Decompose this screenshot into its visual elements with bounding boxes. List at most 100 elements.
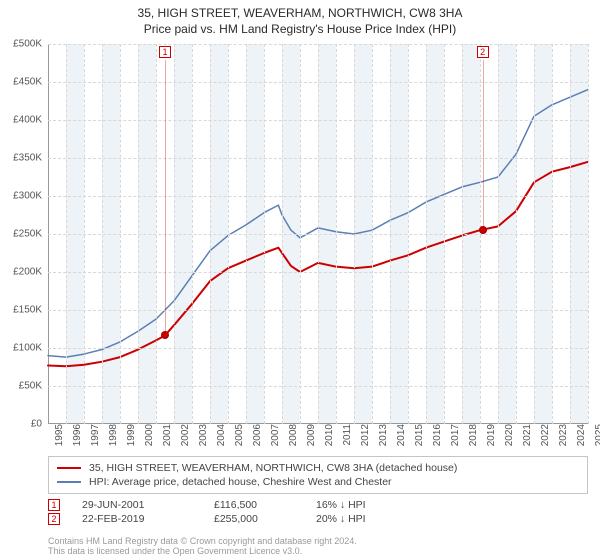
gridline-vertical: [408, 44, 409, 424]
x-tick-label: 2015: [410, 424, 425, 446]
y-tick-label: £150K: [13, 305, 48, 316]
gridline-vertical: [174, 44, 175, 424]
sale-row: 2 22-FEB-2019 £255,000 20% ↓ HPI: [48, 512, 588, 526]
gridline-vertical: [516, 44, 517, 424]
gridline-vertical: [102, 44, 103, 424]
gridline-vertical: [444, 44, 445, 424]
x-tick-label: 2013: [374, 424, 389, 446]
sale-row-price: £255,000: [214, 513, 294, 525]
sale-row-price: £116,500: [214, 499, 294, 511]
legend-row: HPI: Average price, detached house, Ches…: [57, 475, 579, 489]
x-tick-label: 2016: [428, 424, 443, 446]
x-tick-label: 2020: [500, 424, 515, 446]
y-tick-label: £500K: [13, 39, 48, 50]
legend-swatch: [57, 481, 81, 483]
x-tick-label: 2007: [266, 424, 281, 446]
sale-row-delta: 20% ↓ HPI: [316, 513, 406, 525]
gridline-vertical: [282, 44, 283, 424]
gridline-vertical: [534, 44, 535, 424]
legend-label: HPI: Average price, detached house, Ches…: [89, 476, 392, 488]
y-tick-label: £350K: [13, 153, 48, 164]
gridline-vertical: [552, 44, 553, 424]
chart-legend: 35, HIGH STREET, WEAVERHAM, NORTHWICH, C…: [48, 456, 588, 494]
gridline-vertical: [192, 44, 193, 424]
gridline-vertical: [372, 44, 373, 424]
x-tick-label: 2012: [356, 424, 371, 446]
x-tick-label: 1999: [122, 424, 137, 446]
x-tick-label: 2021: [518, 424, 533, 446]
x-tick-label: 2014: [392, 424, 407, 446]
sale-row-date: 22-FEB-2019: [82, 513, 192, 525]
y-tick-label: £450K: [13, 77, 48, 88]
legend-row: 35, HIGH STREET, WEAVERHAM, NORTHWICH, C…: [57, 461, 579, 475]
x-tick-label: 2003: [194, 424, 209, 446]
y-tick-label: £400K: [13, 115, 48, 126]
x-tick-label: 2001: [158, 424, 173, 446]
sale-marker-badge: 1: [159, 46, 171, 58]
x-tick-label: 2000: [140, 424, 155, 446]
x-tick-label: 1997: [86, 424, 101, 446]
sales-table: 1 29-JUN-2001 £116,500 16% ↓ HPI 2 22-FEB-201…: [48, 498, 588, 526]
y-tick-label: £250K: [13, 229, 48, 240]
y-tick-label: £100K: [13, 343, 48, 354]
y-tick-label: £0: [31, 419, 48, 430]
gridline-vertical: [336, 44, 337, 424]
chart-subtitle: Price paid vs. HM Land Registry's House …: [0, 22, 600, 36]
sale-marker-dot: [161, 331, 169, 339]
x-tick-label: 2024: [572, 424, 587, 446]
x-tick-label: 2006: [248, 424, 263, 446]
gridline-vertical: [588, 44, 589, 424]
x-tick-label: 2008: [284, 424, 299, 446]
x-tick-label: 2004: [212, 424, 227, 446]
gridline-vertical: [570, 44, 571, 424]
y-tick-label: £300K: [13, 191, 48, 202]
sale-marker-dot: [479, 226, 487, 234]
sale-row-badge: 1: [48, 499, 60, 511]
x-tick-label: 2011: [338, 424, 353, 446]
x-tick-label: 2010: [320, 424, 335, 446]
x-tick-label: 1995: [50, 424, 65, 446]
x-tick-label: 2009: [302, 424, 317, 446]
gridline-vertical: [498, 44, 499, 424]
x-tick-label: 2025: [590, 424, 600, 446]
gridline-vertical: [210, 44, 211, 424]
y-tick-label: £50K: [19, 381, 48, 392]
footer-line-2: This data is licensed under the Open Gov…: [48, 546, 588, 556]
legend-label: 35, HIGH STREET, WEAVERHAM, NORTHWICH, C…: [89, 462, 457, 474]
chart-title: 35, HIGH STREET, WEAVERHAM, NORTHWICH, C…: [0, 6, 600, 20]
gridline-vertical: [462, 44, 463, 424]
sale-row-date: 29-JUN-2001: [82, 499, 192, 511]
x-tick-label: 2002: [176, 424, 191, 446]
legend-swatch: [57, 467, 81, 469]
sale-marker-connector: [483, 60, 484, 230]
x-tick-label: 2005: [230, 424, 245, 446]
x-tick-label: 2018: [464, 424, 479, 446]
gridline-vertical: [354, 44, 355, 424]
x-tick-label: 1996: [68, 424, 83, 446]
gridline-vertical: [426, 44, 427, 424]
gridline-vertical: [156, 44, 157, 424]
gridline-vertical: [84, 44, 85, 424]
x-tick-label: 2019: [482, 424, 497, 446]
footer-attribution: Contains HM Land Registry data © Crown c…: [48, 536, 588, 557]
sale-marker-badge: 2: [477, 46, 489, 58]
sale-row: 1 29-JUN-2001 £116,500 16% ↓ HPI: [48, 498, 588, 512]
x-tick-label: 2022: [536, 424, 551, 446]
gridline-vertical: [246, 44, 247, 424]
gridline-vertical: [66, 44, 67, 424]
gridline-vertical: [120, 44, 121, 424]
gridline-vertical: [300, 44, 301, 424]
x-tick-label: 1998: [104, 424, 119, 446]
gridline-vertical: [228, 44, 229, 424]
sale-marker-connector: [165, 60, 166, 335]
x-tick-label: 2017: [446, 424, 461, 446]
gridline-vertical: [390, 44, 391, 424]
footer-line-1: Contains HM Land Registry data © Crown c…: [48, 536, 588, 546]
sale-row-badge: 2: [48, 513, 60, 525]
gridline-vertical: [264, 44, 265, 424]
gridline-vertical: [318, 44, 319, 424]
x-tick-label: 2023: [554, 424, 569, 446]
y-tick-label: £200K: [13, 267, 48, 278]
chart-plot-area: £0£50K£100K£150K£200K£250K£300K£350K£400…: [48, 44, 588, 424]
sale-row-delta: 16% ↓ HPI: [316, 499, 406, 511]
